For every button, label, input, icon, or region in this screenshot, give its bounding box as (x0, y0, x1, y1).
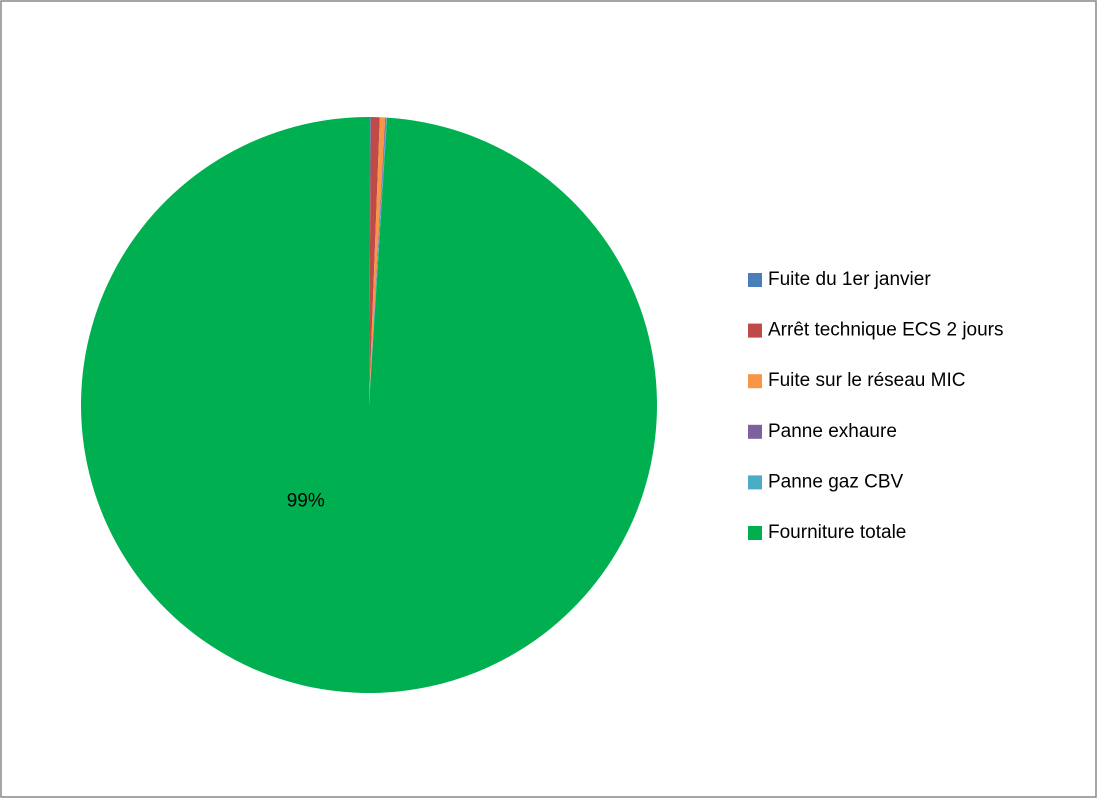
legend-swatch (748, 424, 762, 439)
legend-label: Panne gaz CBV (768, 471, 904, 492)
legend-label: Panne exhaure (768, 421, 897, 442)
legend-swatch (748, 273, 762, 287)
pie-slice (369, 117, 380, 406)
legend-swatch (748, 526, 762, 540)
pie-slice (369, 117, 387, 405)
pie-slice (369, 117, 386, 405)
pie-slice (369, 117, 388, 405)
legend-label: Arrêt technique ECS 2 jours (768, 320, 1004, 341)
legend-label: Fourniture totale (768, 522, 906, 543)
data-label: 99% (287, 490, 325, 511)
legend-swatch (748, 475, 762, 490)
legend-swatch (748, 374, 762, 389)
legend-label: Fuite du 1er janvier (768, 269, 931, 290)
legend-swatch (748, 323, 762, 338)
pie-slice (80, 117, 657, 693)
legend-label: Fuite sur le réseau MIC (768, 370, 965, 391)
pie-slice (369, 117, 371, 405)
